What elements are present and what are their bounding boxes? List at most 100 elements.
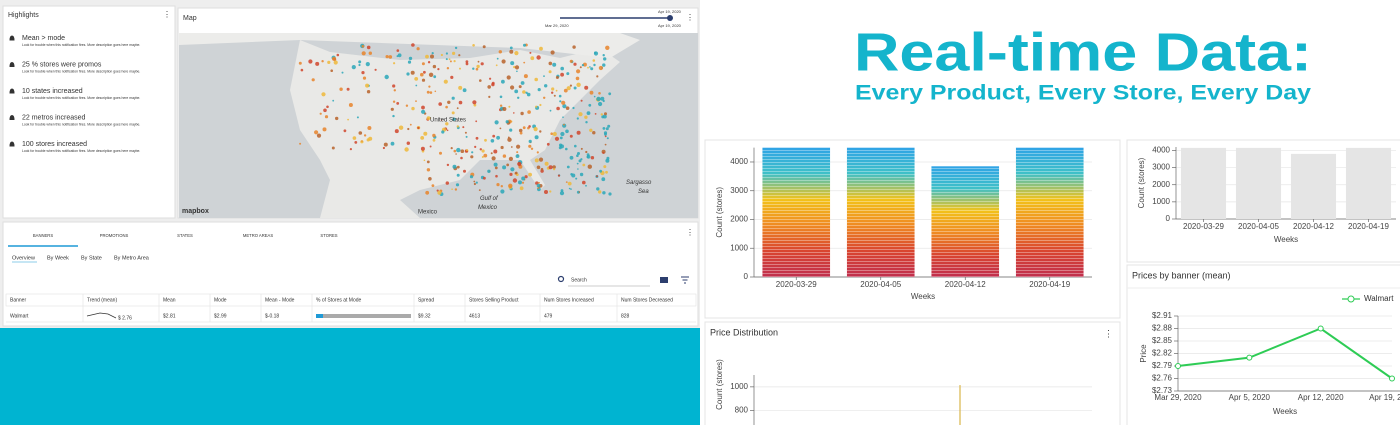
map-dot (556, 106, 560, 111)
kebab[interactable]: ⋮ (1104, 328, 1113, 338)
map-dot (411, 106, 415, 111)
map-dot (368, 51, 372, 55)
map-dot (521, 181, 525, 184)
table-cell: $2.81 (163, 313, 176, 319)
map-dot (472, 44, 475, 47)
x-tick-label: 2020-04-05 (860, 280, 901, 289)
map-dot (500, 185, 503, 188)
column-header: Num Stores Increased (544, 297, 594, 303)
map-dot (358, 63, 361, 67)
map-dot (308, 59, 313, 64)
subtab[interactable]: By Week (47, 255, 69, 261)
map-dot (505, 120, 509, 124)
tab[interactable]: PROMOTIONS (100, 233, 129, 238)
map-dot (454, 46, 458, 50)
kebab[interactable]: ⋮ (686, 13, 694, 22)
x-axis-label: Weeks (1274, 235, 1298, 244)
subtab[interactable]: Overview (12, 255, 35, 261)
progress-fill (316, 314, 323, 318)
search-input[interactable]: Search (571, 277, 587, 283)
map (179, 33, 698, 218)
columns-icon[interactable] (660, 277, 668, 283)
map-dot (333, 60, 338, 65)
filter-icon[interactable] (681, 276, 689, 284)
map-dot (577, 152, 580, 155)
table-cell: $9.32 (418, 313, 431, 319)
map-dot (406, 72, 410, 76)
map-title: Map (183, 15, 197, 22)
y-axis-label: Count (stores) (715, 187, 724, 238)
map-dot (580, 99, 583, 102)
map-dot (396, 102, 400, 105)
map-dot (538, 157, 544, 162)
map-dot (429, 91, 433, 94)
tab[interactable]: METRO AREAS (243, 233, 273, 238)
map-attribution: mapbox (182, 208, 209, 215)
map-dot (423, 131, 428, 136)
map-dot (518, 128, 523, 133)
map-dot (585, 121, 588, 124)
map-dot (431, 52, 434, 55)
x-tick-label: 2020-03-29 (1183, 222, 1224, 231)
map-dot (502, 154, 507, 158)
highlights-title: Highlights (8, 12, 39, 19)
map-dot (475, 181, 478, 184)
y-tick-label: $2.88 (1152, 324, 1173, 333)
map-dot (515, 154, 520, 159)
slider-start: Mar 29, 2020 (545, 23, 569, 28)
map-dot (445, 105, 448, 109)
map-dot (559, 191, 565, 196)
map-dot (299, 142, 302, 145)
map-dot (589, 66, 591, 68)
map-dot (572, 45, 576, 49)
map-dot (492, 134, 496, 138)
map-dot (563, 88, 568, 93)
map-dot (451, 188, 453, 190)
slider-value: Apr 19, 2020 (658, 9, 682, 14)
map-dot (543, 96, 546, 100)
map-dot (576, 154, 579, 157)
map-dot (456, 125, 459, 128)
map-dot (425, 54, 429, 59)
slider-handle[interactable] (667, 15, 673, 21)
bell-icon (9, 141, 15, 147)
map-dot (465, 135, 468, 138)
map-dot (458, 85, 463, 90)
map-dot (494, 166, 498, 170)
tab[interactable]: STORES (320, 233, 337, 238)
map-dot (481, 156, 484, 158)
map-dot (496, 135, 500, 140)
progress-track (316, 314, 411, 318)
map-dot (606, 137, 609, 140)
map-dot (477, 60, 480, 63)
bell-icon (9, 62, 15, 67)
tab[interactable]: BANNERS (33, 233, 53, 238)
map-dot (557, 174, 561, 177)
map-dot (602, 54, 605, 57)
map-dot (484, 138, 487, 142)
column-header: Banner (10, 297, 26, 303)
map-dot (582, 180, 586, 185)
map-dot (593, 95, 596, 98)
map-dot (514, 89, 519, 94)
subtab[interactable]: By Metro Area (114, 255, 150, 261)
map-dot (502, 107, 507, 111)
map-dot (592, 59, 596, 62)
map-dot (530, 56, 535, 61)
y-tick-label: 3000 (1152, 163, 1170, 172)
map-dot (506, 75, 511, 80)
map-dot (431, 184, 435, 188)
map-dot (488, 95, 491, 98)
tab[interactable]: STATES (177, 233, 193, 238)
map-dot (445, 122, 449, 126)
y-axis-label: Count (stores) (715, 359, 724, 410)
y-axis-label: Count (stores) (1137, 157, 1146, 208)
kebab[interactable]: ⋮ (163, 10, 171, 19)
subtab[interactable]: By State (81, 255, 102, 261)
kebab[interactable]: ⋮ (686, 228, 694, 237)
bar (1180, 147, 1227, 219)
map-dot (592, 131, 596, 135)
map-dot (327, 60, 331, 64)
map-dot (491, 82, 495, 87)
map-dot (473, 103, 477, 107)
